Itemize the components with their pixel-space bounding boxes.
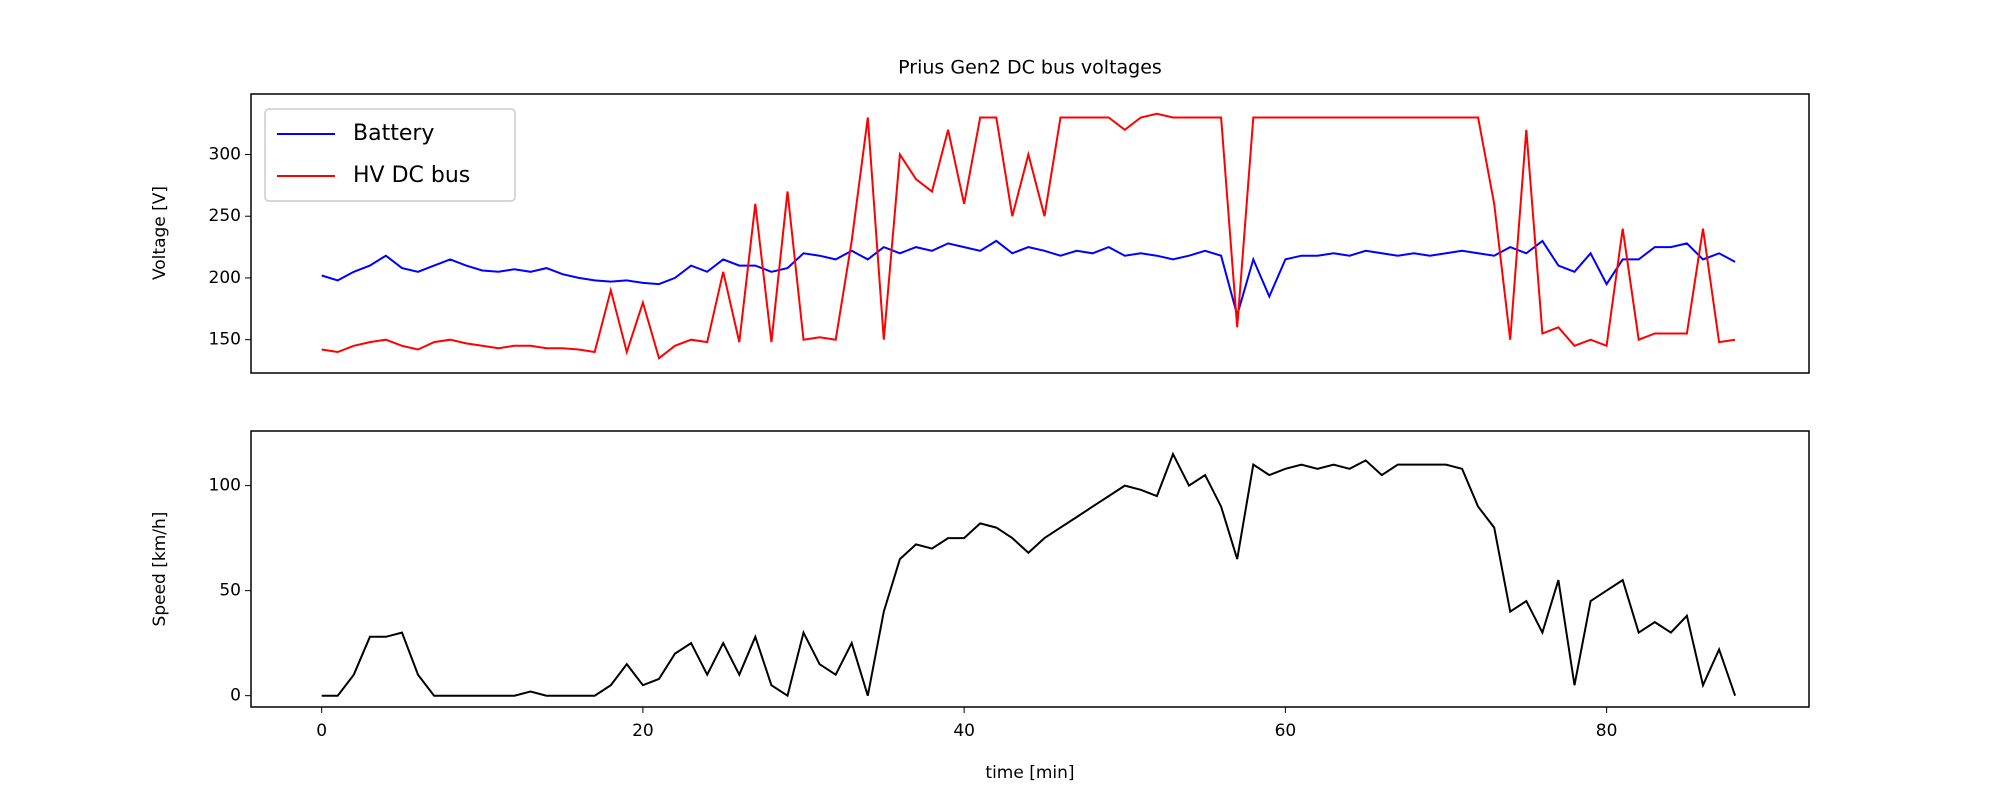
y-axis-label: Voltage [V] xyxy=(150,186,170,280)
data-line xyxy=(321,239,1736,319)
legend-box xyxy=(264,108,516,202)
plot-frame xyxy=(250,430,1810,708)
x-tick-label: 40 xyxy=(953,721,975,741)
legend-label: HV DC bus xyxy=(353,163,470,188)
y-tick-label: 250 xyxy=(209,206,241,226)
y-tick-label: 150 xyxy=(209,330,241,350)
x-axis-label: time [min] xyxy=(985,763,1074,783)
x-tick-label: 80 xyxy=(1596,721,1618,741)
data-line xyxy=(321,112,1736,360)
y-tick-label: 0 xyxy=(230,686,241,706)
data-line xyxy=(321,451,1737,698)
y-axis-label: Speed [km/h] xyxy=(150,512,170,627)
y-tick-label: 50 xyxy=(219,581,241,601)
legend-label: Battery xyxy=(353,121,434,146)
x-tick-label: 0 xyxy=(316,721,327,741)
y-tick-label: 100 xyxy=(209,476,241,496)
x-tick-label: 20 xyxy=(632,721,654,741)
y-tick-label: 300 xyxy=(209,144,241,164)
chart-title: Prius Gen2 DC bus voltages xyxy=(898,57,1162,79)
x-tick-label: 60 xyxy=(1275,721,1297,741)
plot-frame xyxy=(250,93,1810,374)
y-tick-label: 200 xyxy=(209,268,241,288)
